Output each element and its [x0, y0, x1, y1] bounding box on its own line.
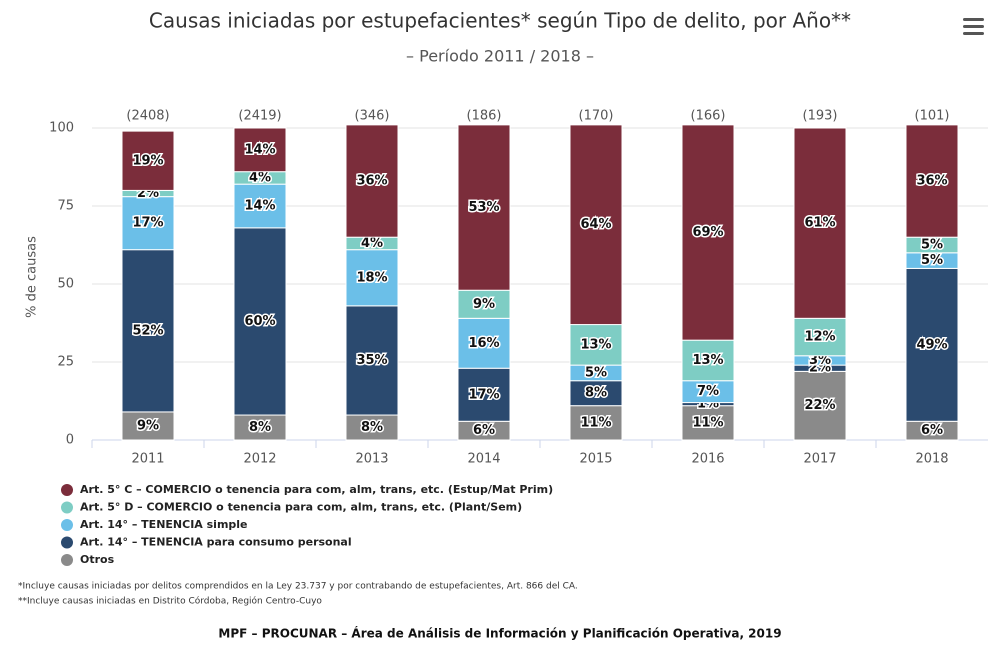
- y-tick-label: 100: [49, 121, 74, 136]
- menu-button[interactable]: [963, 18, 984, 35]
- legend-marker: [61, 501, 73, 514]
- source: MPF – PROCUNAR – Área de Análisis de Inf…: [218, 626, 781, 641]
- data-label: 4%: [361, 236, 383, 251]
- data-label: 22%: [804, 398, 835, 413]
- y-tick-label: 25: [57, 355, 74, 370]
- x-tick-label: 2014: [467, 452, 500, 467]
- legend-label: Art. 5° C – COMERCIO o tenencia para com…: [80, 483, 553, 496]
- bar-segment: [345, 414, 399, 441]
- bar-segment: [793, 370, 847, 441]
- data-label: 53%: [468, 200, 499, 215]
- legend-marker: [61, 554, 73, 566]
- data-label: 52%: [132, 323, 163, 338]
- chart-subtitle: – Período 2011 / 2018 –: [406, 47, 594, 66]
- y-tick-label: 0: [66, 433, 74, 448]
- total-label: (101): [915, 109, 950, 124]
- data-label: 60%: [244, 314, 275, 329]
- bar-segment: [793, 317, 847, 357]
- bar-segment: [569, 124, 623, 326]
- footnote: **Incluye causas iniciadas en Distrito C…: [18, 596, 322, 607]
- bar-segment: [457, 289, 511, 319]
- y-tick-label: 50: [57, 277, 74, 292]
- data-label: 8%: [249, 420, 271, 435]
- data-label: 14%: [244, 199, 275, 214]
- bar-segment: [233, 227, 287, 416]
- bar-segment: [905, 124, 959, 238]
- bar-segment: [121, 196, 175, 251]
- legend-label: Otros: [80, 553, 115, 566]
- y-axis-label: % de causas: [25, 236, 40, 318]
- total-label: (170): [579, 109, 614, 124]
- bar-segment: [121, 249, 175, 413]
- x-tick-label: 2017: [803, 452, 836, 467]
- bar-segment: [793, 127, 847, 319]
- data-label: 6%: [473, 423, 495, 438]
- bar-segment: [121, 130, 175, 191]
- bar-segment: [681, 124, 735, 341]
- x-tick-label: 2018: [915, 452, 948, 467]
- total-label: (346): [355, 109, 390, 124]
- legend-label: Art. 14° – TENENCIA para consumo persona…: [80, 536, 352, 549]
- bar-segment: [345, 305, 399, 416]
- data-label: 14%: [244, 142, 275, 157]
- data-label: 64%: [580, 217, 611, 232]
- total-label: (166): [691, 109, 726, 124]
- data-label: 17%: [468, 387, 499, 402]
- data-label: 9%: [137, 418, 159, 433]
- data-label: 16%: [468, 336, 499, 351]
- data-label: 17%: [132, 216, 163, 231]
- bar-segment: [345, 124, 399, 238]
- data-label: 6%: [921, 423, 943, 438]
- data-label: 61%: [804, 216, 835, 231]
- y-tick-label: 75: [57, 199, 74, 214]
- legend-label: Art. 14° – TENENCIA simple: [80, 518, 248, 531]
- data-label: 49%: [916, 337, 947, 352]
- bar-segment: [457, 367, 511, 422]
- x-tick-label: 2012: [243, 452, 276, 467]
- bar-segment: [233, 183, 287, 229]
- bar-segment: [681, 339, 735, 382]
- total-label: (186): [467, 109, 502, 124]
- bar-segment: [569, 380, 623, 407]
- data-label: 11%: [692, 415, 723, 430]
- data-label: 7%: [697, 384, 719, 399]
- data-label: 8%: [361, 420, 383, 435]
- legend-marker: [61, 484, 73, 496]
- x-tick-label: 2011: [131, 452, 164, 467]
- data-label: 35%: [356, 353, 387, 368]
- data-label: 13%: [580, 337, 611, 352]
- data-label: 19%: [132, 153, 163, 168]
- data-label: 8%: [585, 386, 607, 401]
- data-label: 69%: [692, 225, 723, 240]
- x-tick-label: 2013: [355, 452, 388, 467]
- bar-segment: [121, 411, 175, 441]
- bar-segment: [457, 124, 511, 291]
- legend-marker: [61, 536, 73, 549]
- data-label: 9%: [473, 297, 495, 312]
- total-label: (2419): [238, 109, 281, 124]
- footnote: *Incluye causas iniciadas por delitos co…: [18, 582, 578, 592]
- total-label: (193): [803, 109, 838, 124]
- data-label: 13%: [692, 353, 723, 368]
- data-label: 5%: [921, 253, 943, 268]
- data-label: 12%: [804, 330, 835, 345]
- legend-label: Art. 5° D – COMERCIO o tenencia para com…: [80, 501, 522, 514]
- total-label: (2408): [126, 109, 169, 124]
- data-label: 5%: [921, 238, 943, 253]
- data-label: 36%: [916, 174, 947, 189]
- x-tick-label: 2015: [579, 452, 612, 467]
- bar-segment: [233, 414, 287, 441]
- chart-title: Causas iniciadas por estupefacientes* se…: [149, 9, 851, 33]
- data-label: 11%: [580, 415, 611, 430]
- data-label: 4%: [249, 170, 271, 185]
- legend-marker: [61, 519, 73, 531]
- data-label: 36%: [356, 174, 387, 189]
- data-label: 18%: [356, 270, 387, 285]
- bar-segment: [569, 324, 623, 366]
- x-tick-label: 2016: [691, 452, 724, 467]
- data-label: 5%: [585, 365, 607, 380]
- bar-segment: [233, 127, 287, 173]
